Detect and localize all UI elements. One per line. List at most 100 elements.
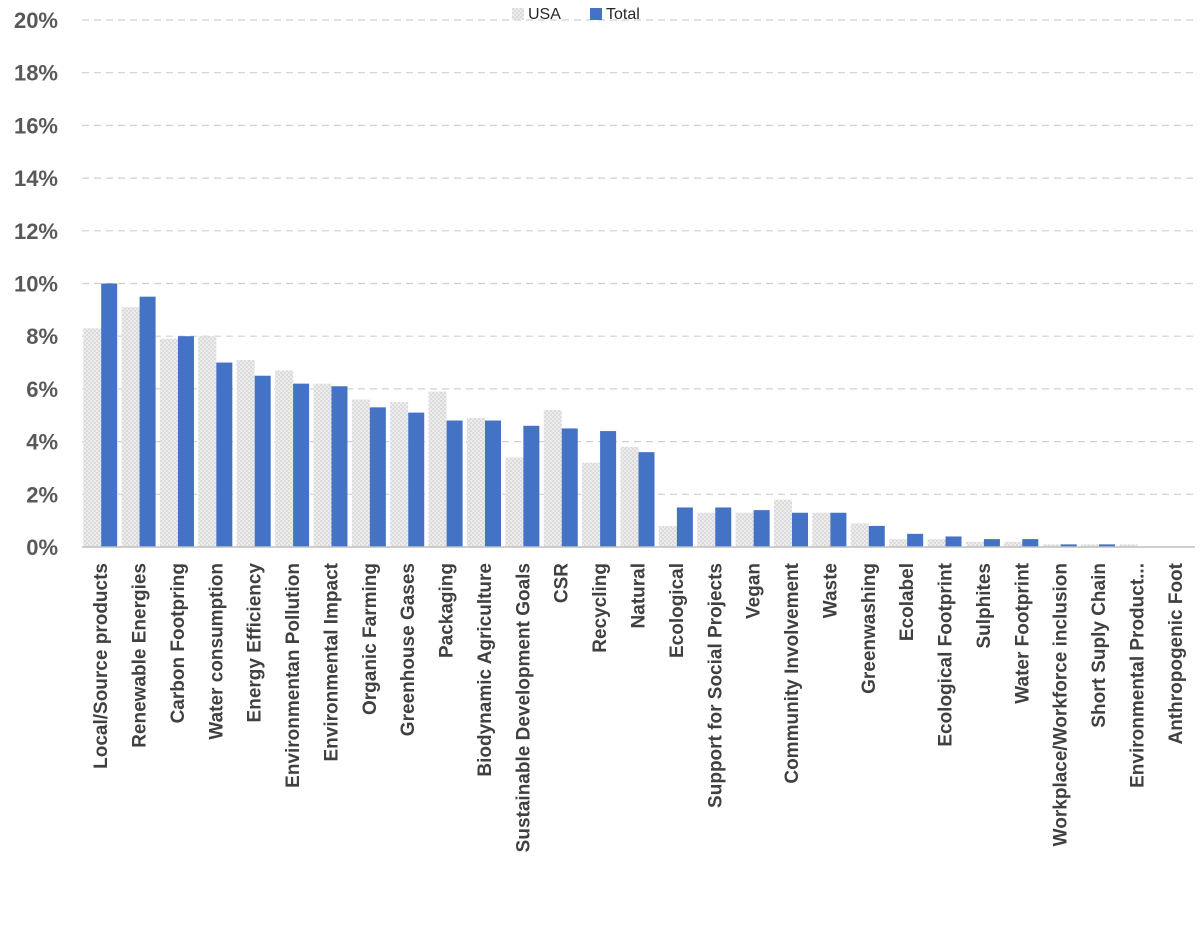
bar-total [676,507,693,547]
bar-usa [620,446,639,547]
x-tick-label: Ecological Footprint [936,562,957,746]
bar-usa [428,391,447,547]
x-tick-label: Water Footprint [1012,562,1033,703]
x-tick-label: Biodynamic Agriculture [475,563,496,777]
legend-swatch-total [590,8,602,20]
y-tick-label: 0% [26,535,58,560]
bar-total [139,296,156,547]
x-tick-label: Workplace/Workforce inclusion [1051,563,1072,846]
bar-usa [159,338,178,547]
bar-total [945,536,962,547]
bar-usa [889,539,908,547]
bar-total [1099,544,1116,547]
x-tick-label: Greenwashing [859,563,880,694]
bar-usa [697,512,716,547]
x-tick-label: Ecological [667,563,688,658]
bar-usa [965,541,984,547]
x-tick-label: CSR [552,563,573,603]
y-tick-label: 4% [26,430,58,455]
bar-total [177,336,194,547]
bar-usa [1081,544,1100,547]
bar-total [907,533,924,547]
x-tick-label: Packaging [437,563,458,658]
bar-total [484,420,501,547]
bar-usa [582,462,601,547]
bar-total [254,375,271,547]
legend-swatch-usa [512,8,524,20]
bar-total [1022,539,1039,547]
x-tick-label: Recycling [590,563,611,653]
bar-total [868,525,885,547]
bar-usa [351,399,370,547]
bar-usa [735,512,754,547]
bar-usa [236,359,255,547]
x-tick-label: Sulphites [974,563,995,649]
x-tick-label: Environmental Product... [1127,563,1148,788]
bar-usa [466,417,485,547]
bar-total [1060,544,1077,547]
y-tick-label: 20% [14,8,58,33]
bar-total [408,412,425,547]
y-tick-label: 14% [14,166,58,191]
bar-usa [1042,544,1061,547]
x-tick-label: Community Involvement [782,562,803,783]
bar-usa [83,328,102,547]
x-tick-label: Energy Efficiency [245,563,266,723]
x-tick-label: Sustainable Development Goals [513,563,534,852]
bar-total [446,420,463,547]
bar-usa [543,409,562,547]
x-tick-label: Water consumption [206,563,227,740]
bar-total [216,362,233,547]
bar-total [983,539,1000,547]
y-axis-ticks: 0% 2% 4% 6% 8% 10% 12% 14% 16% 18% 20% [14,8,58,560]
x-axis-labels: Local/Source products Renewable Energies C… [91,562,1187,852]
x-tick-label: Vegan [744,563,765,619]
bars [83,283,1138,547]
x-tick-label: Environmentan Pollution [283,563,304,788]
y-tick-label: 6% [26,377,58,402]
bar-usa [275,370,294,547]
x-tick-label: Greenhouse Gases [398,563,419,736]
y-tick-label: 10% [14,272,58,297]
y-tick-label: 16% [14,113,58,138]
bar-usa [1119,544,1138,547]
bar-total [600,431,617,547]
x-tick-label: Renewable Energies [130,563,151,748]
x-tick-label: Anthropogenic Foot [1166,562,1187,744]
bar-total [369,407,386,547]
y-tick-label: 8% [26,324,58,349]
legend: USA Total [512,6,640,23]
x-tick-label: Organic Farming [360,563,381,715]
x-tick-label: Local/Source products [91,563,112,769]
bar-usa [658,525,677,547]
x-tick-label: Natural [629,563,650,628]
bar-usa [198,336,217,547]
y-tick-label: 2% [26,482,58,507]
x-tick-label: Waste [820,563,841,618]
bar-total [331,386,348,547]
bar-usa [1004,541,1023,547]
x-tick-label: Support for Social Projects [705,563,726,808]
x-tick-label: Ecolabel [897,563,918,641]
bar-total [523,425,540,547]
bar-usa [121,307,140,547]
x-tick-label: Carbon Footpring [168,563,189,723]
bar-usa [927,539,946,547]
y-tick-label: 18% [14,61,58,86]
bar-usa [505,457,524,547]
x-tick-label: Environmental Impact [321,562,342,761]
x-tick-label: Short Suply Chain [1089,563,1110,728]
legend-label-total: Total [606,6,640,23]
bar-total [830,512,847,547]
bar-usa [390,402,409,547]
legend-label-usa: USA [528,6,561,23]
bar-usa [313,383,332,547]
bar-total [715,507,732,547]
bar-total [638,452,655,547]
bar-total [792,512,809,547]
y-tick-label: 12% [14,219,58,244]
bar-usa [774,499,793,547]
bar-usa [812,512,831,547]
